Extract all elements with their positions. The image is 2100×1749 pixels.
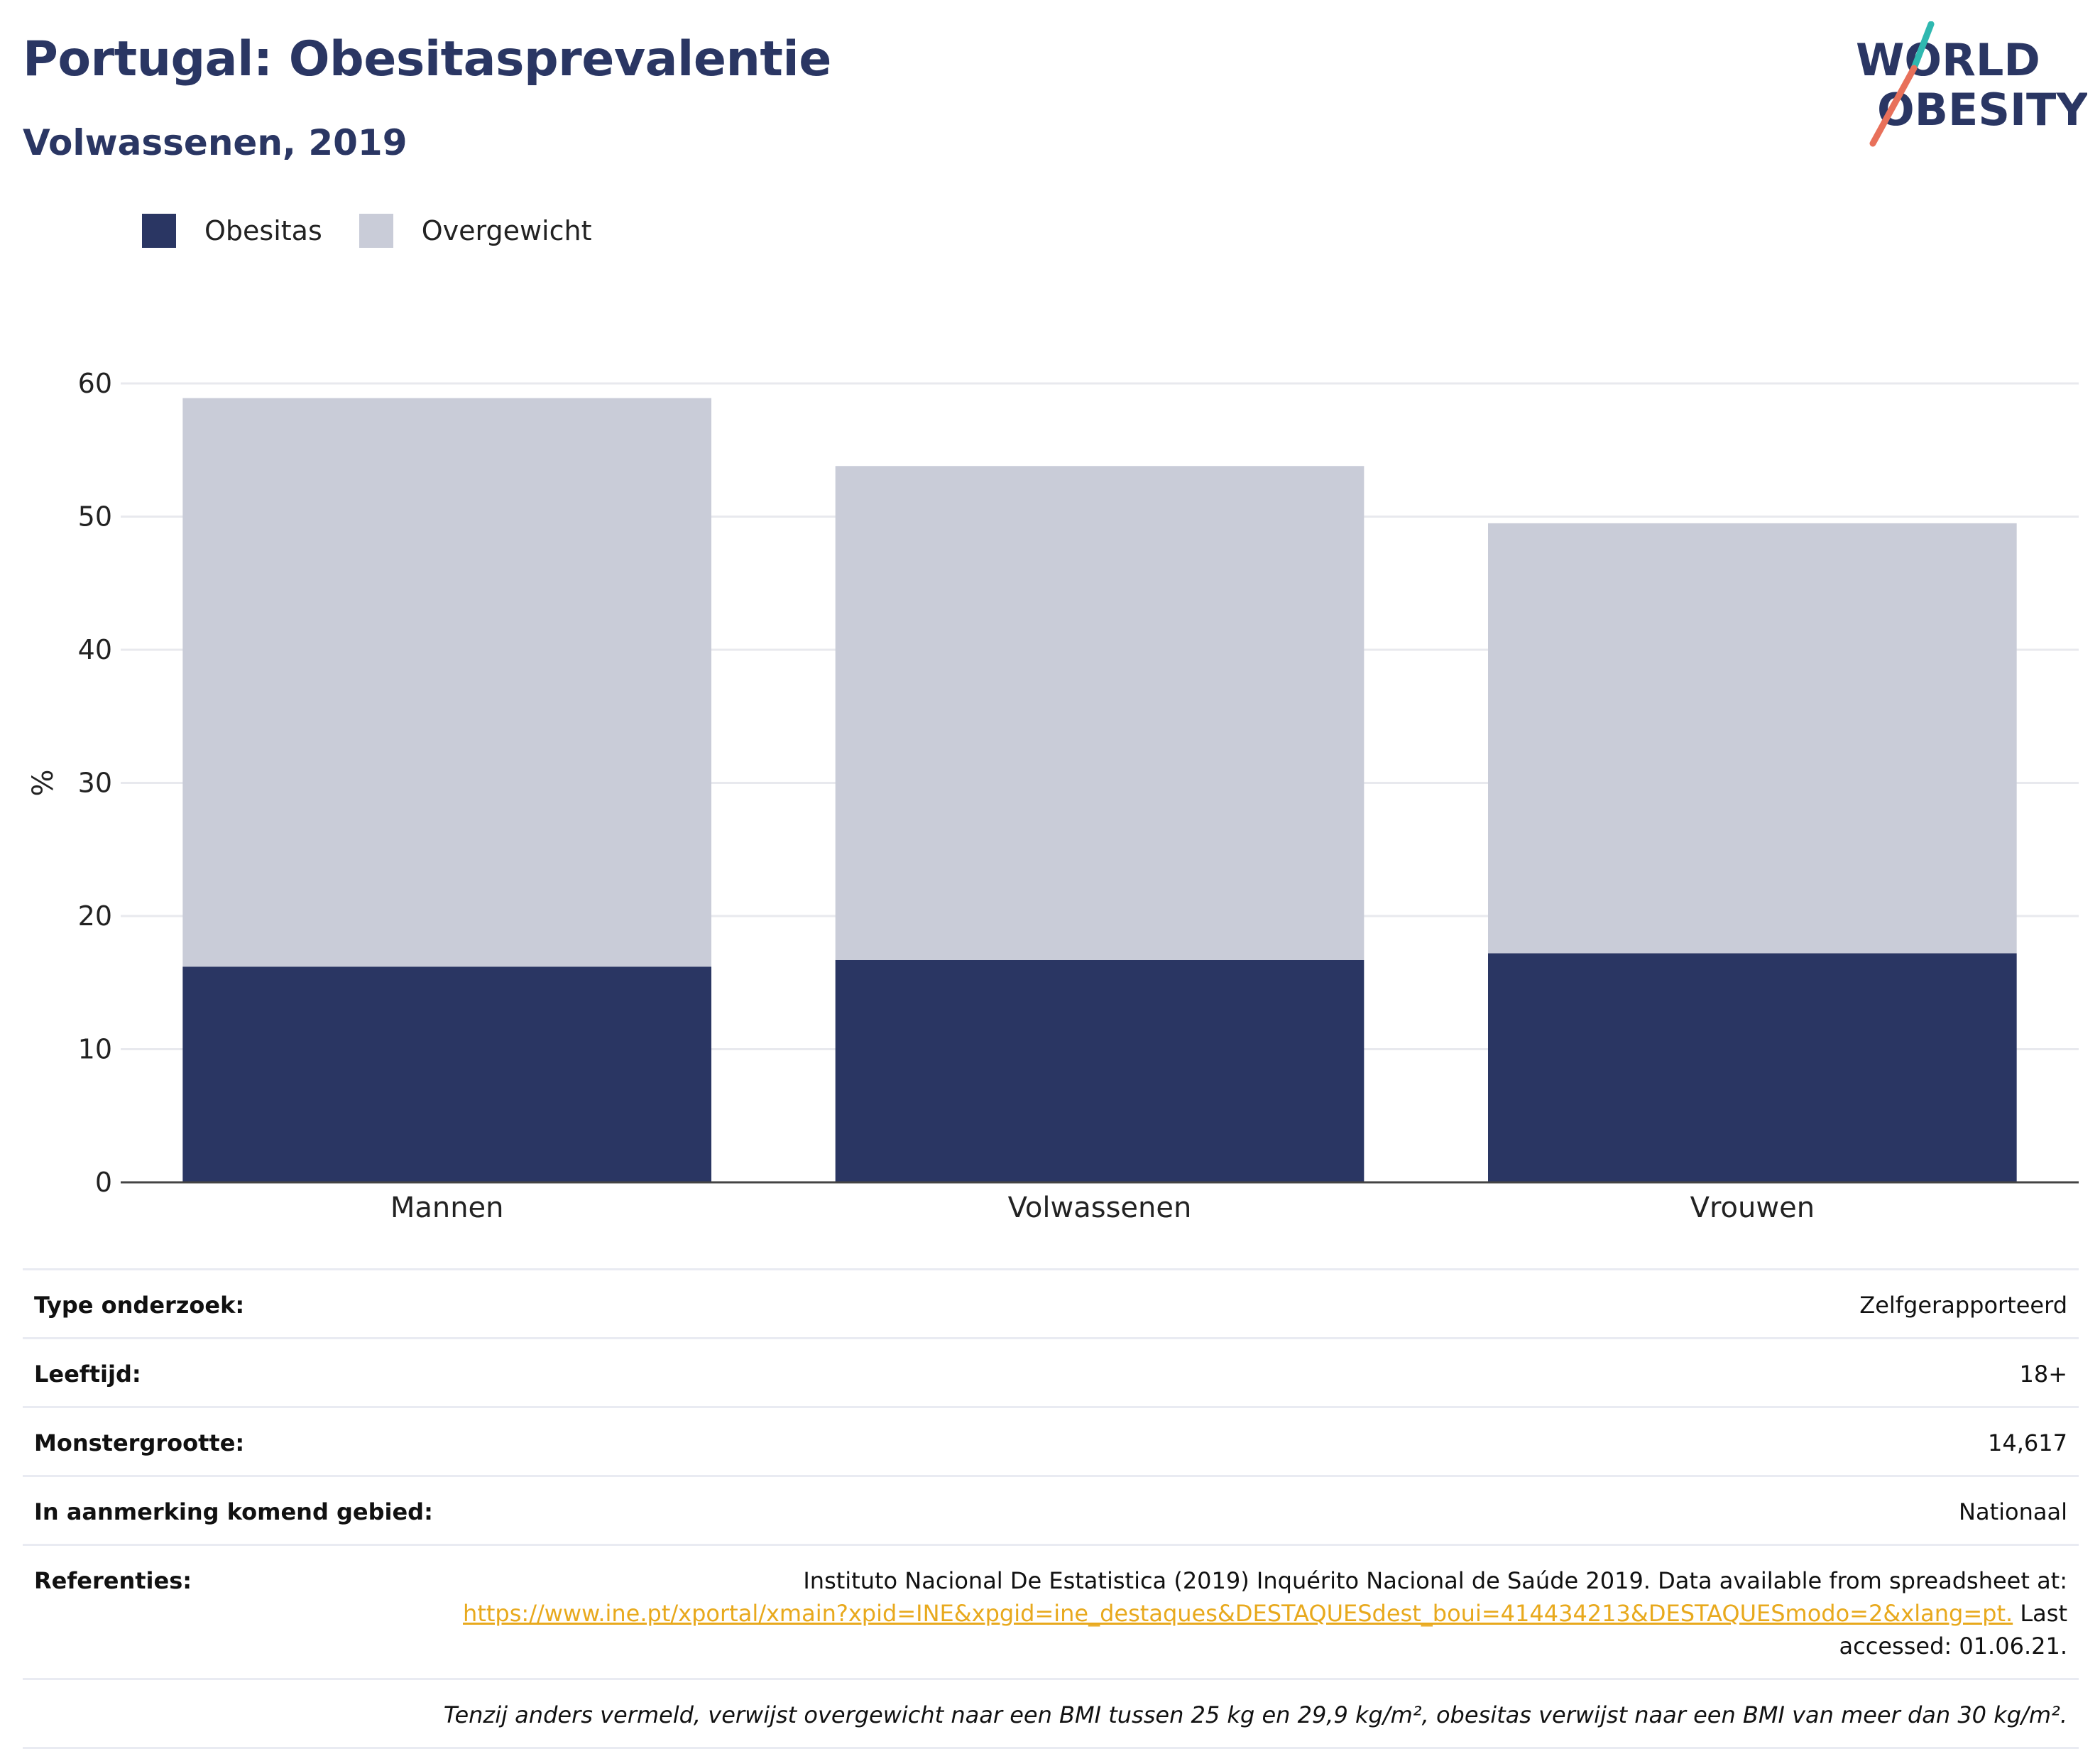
logo-text-obesity: OBESITY [1877,84,2087,136]
sample-size-value: 14,617 [1988,1429,2067,1456]
area-value: Nationaal [1959,1498,2067,1525]
reference-link[interactable]: https://www.ine.pt/xportal/xmain?xpid=IN… [463,1600,2013,1627]
logo-slash-teal [1910,21,1935,72]
bar-overgewicht-mannen [182,398,711,967]
info-row-area: In aanmerking komend gebied: Nationaal [23,1475,2079,1544]
x-tick-label: Volwassenen [1008,1192,1192,1224]
bar-overgewicht-volwassenen [835,466,1365,960]
x-tick-label: Vrouwen [1690,1192,1815,1224]
references-label: Referenties: [34,1567,192,1594]
bar-obesitas-vrouwen [1488,953,2017,1182]
legend-item-overweight[interactable]: Overgewicht [359,214,592,248]
legend-swatch-obesity [142,214,176,248]
y-tick-label: 40 [78,634,112,665]
legend-label-overweight: Overgewicht [421,215,592,246]
legend-swatch-overweight [359,214,393,248]
info-row-age: Leeftijd: 18+ [23,1337,2079,1406]
survey-type-label: Type onderzoek: [34,1292,245,1319]
y-tick-label: 50 [78,501,112,533]
legend-label-obesity: Obesitas [204,215,322,246]
chart-legend: Obesitas Overgewicht [142,213,629,249]
survey-type-value: Zelfgerapporteerd [1859,1292,2067,1319]
area-label: In aanmerking komend gebied: [34,1498,433,1525]
study-info-table: Type onderzoek: Zelfgerapporteerd Leefti… [23,1268,2079,1749]
legend-item-obesity[interactable]: Obesitas [142,214,322,248]
info-row-sample-size: Monstergrootte: 14,617 [23,1406,2079,1475]
reference-accessed: Last accessed: 01.06.21. [1839,1600,2067,1660]
references-value: Instituto Nacional De Estatistica (2019)… [434,1564,2067,1662]
chart-title: Portugal: Obesitasprevalentie [23,31,831,87]
bmi-definition-note: Tenzij anders vermeld, verwijst overgewi… [23,1678,2079,1749]
reference-text: Instituto Nacional De Estatistica (2019)… [803,1567,2067,1594]
chart-subtitle: Volwassenen, 2019 [23,122,408,163]
y-tick-label: 20 [78,900,112,932]
y-tick-label: 10 [78,1034,112,1065]
age-value: 18+ [2019,1361,2067,1388]
stacked-bar-chart: 0 10 20 30 40 50 60% Mannen Volwassenen Vrouwen [27,368,2079,1224]
y-tick-label: 0 [95,1167,112,1198]
sample-size-label: Monstergrootte: [34,1429,245,1456]
world-obesity-logo: WORLD OBESITY [1856,21,2087,147]
x-tick-label: Mannen [390,1192,504,1224]
info-row-survey-type: Type onderzoek: Zelfgerapporteerd [23,1268,2079,1337]
y-axis-label: % [27,769,60,796]
bar-obesitas-volwassenen [835,959,1365,1182]
age-label: Leeftijd: [34,1361,141,1388]
logo-slash-coral [1869,65,1918,147]
info-row-references: Referenties: Instituto Nacional De Estat… [23,1544,2079,1678]
bar-overgewicht-vrouwen [1488,523,2017,954]
y-tick-label: 30 [78,768,112,799]
logo-text-world: WORLD [1856,34,2040,86]
bar-obesitas-mannen [182,966,711,1182]
y-tick-label: 60 [78,368,112,399]
